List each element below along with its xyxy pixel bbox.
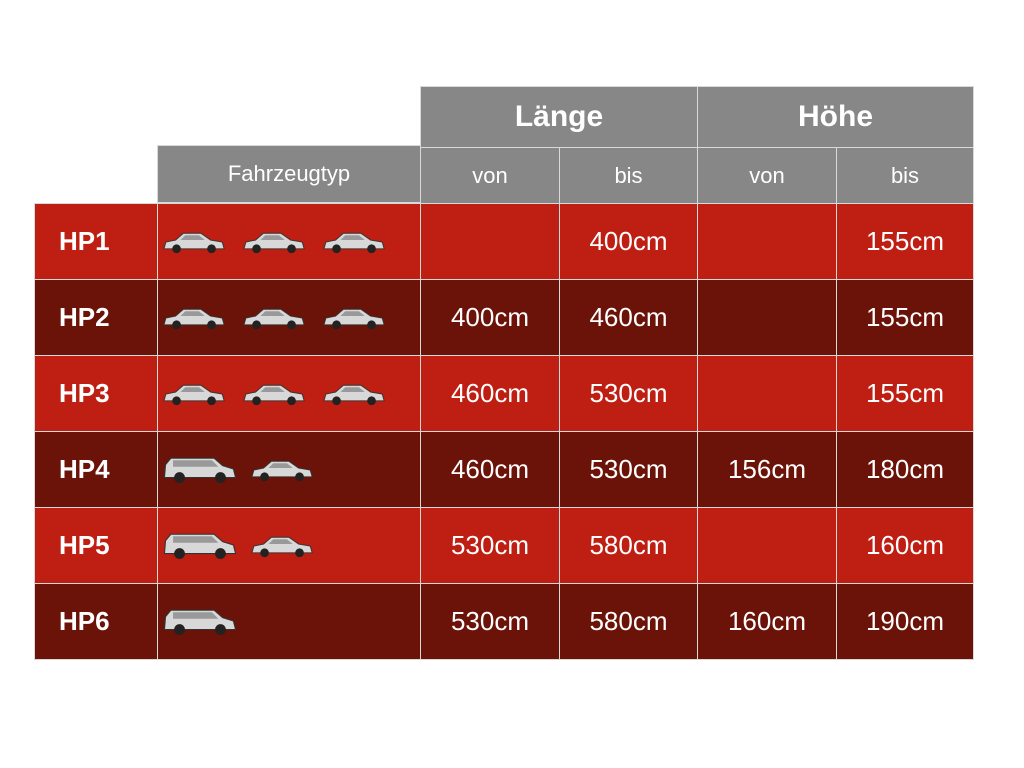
vehicle-cell [157,507,421,584]
value-cell: 530cm [559,431,698,508]
car-icon [163,533,237,559]
vehicle-cell [157,355,421,432]
vehicle-cell [157,431,421,508]
value-cell [420,203,560,280]
value-cell: 400cm [420,279,560,356]
sub-header: Fahrzeugtyp [157,145,421,203]
car-icon [323,308,385,329]
value-cell: 156cm [697,431,837,508]
car-icon [323,232,385,253]
value-cell: 460cm [559,279,698,356]
group-header: Länge [420,86,698,148]
value-cell [697,279,837,356]
value-cell: 180cm [836,431,974,508]
row-label: HP3 [34,355,158,432]
value-cell: 460cm [420,355,560,432]
car-icon [251,536,313,557]
vehicle-cell [157,583,421,660]
value-cell: 530cm [420,507,560,584]
row-label: HP5 [34,507,158,584]
value-cell: 160cm [836,507,974,584]
car-icon [163,609,237,635]
sub-header: von [420,147,560,204]
value-cell: 580cm [559,507,698,584]
car-icon [243,232,305,253]
value-cell: 400cm [559,203,698,280]
value-cell: 530cm [559,355,698,432]
value-cell [697,507,837,584]
car-icon [163,308,225,329]
sub-header: bis [836,147,974,204]
value-cell [697,203,837,280]
value-cell: 460cm [420,431,560,508]
car-icon [163,232,225,253]
value-cell: 155cm [836,203,974,280]
car-icon [243,384,305,405]
row-label: HP6 [34,583,158,660]
value-cell: 160cm [697,583,837,660]
value-cell: 190cm [836,583,974,660]
value-cell: 530cm [420,583,560,660]
sub-header: von [697,147,837,204]
row-label: HP4 [34,431,158,508]
car-icon [163,384,225,405]
vehicle-cell [157,203,421,280]
value-cell [697,355,837,432]
car-icon [251,460,313,481]
sub-header: bis [559,147,698,204]
car-icon [243,308,305,329]
vehicle-cell [157,279,421,356]
car-icon [163,457,237,483]
value-cell: 580cm [559,583,698,660]
value-cell: 155cm [836,279,974,356]
car-icon [323,384,385,405]
group-header: Höhe [697,86,974,148]
row-label: HP2 [34,279,158,356]
value-cell: 155cm [836,355,974,432]
row-label: HP1 [34,203,158,280]
